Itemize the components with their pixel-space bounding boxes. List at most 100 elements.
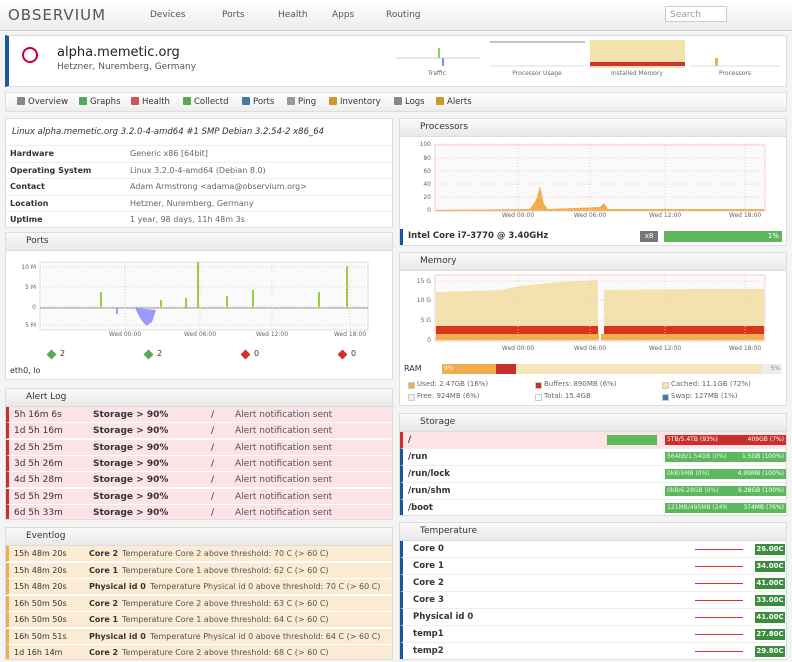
cpu-count: x8 [640,231,658,242]
usage-free: 1.5GB (100%) [727,452,786,462]
logo[interactable]: OBSERVIUM [8,6,107,24]
usage-used: 5TB/5.4TB (93%) [665,435,732,445]
tab[interactable]: Overview [28,97,69,107]
mount[interactable]: /run/lock [408,469,450,479]
event-message: Temperature Core 1 above threshold: 62 C… [122,565,329,575]
alert-time: 3d 5h 26m [14,458,63,469]
tab[interactable]: Ports [253,97,275,107]
alert-message: Alert notification sent [235,442,333,453]
event-row: 16h 50m 51s Physical id 0 Temperature Phys… [6,628,392,645]
alert-log-panel: Alert Log 5h 16m 6s Storage > 90% / Alert n… [5,388,393,520]
event-time: 15h 48m 20s [14,549,67,558]
event-message: Temperature Physical id 0 above threshol… [150,582,381,591]
port-count: 2 [157,349,163,358]
tab-icon [242,97,250,105]
event-row: 15h 48m 20s Physical id 0 Temperature Phys… [6,579,392,595]
sensor-value: 29.80C [755,646,785,657]
menu-item[interactable]: Apps [332,10,355,20]
event-row: 16h 50m 50s Core 2 Temperature Core 2 abov… [6,595,392,612]
alert-row: 6d 5h 33m Storage > 90% / Alert notificatio… [6,504,392,519]
sensor-value: 33.00C [755,595,785,606]
alert-entity: / [211,475,215,486]
event-time: 15h 48m 20s [14,582,67,591]
alert-entity: / [211,426,215,437]
legend-item: Free: 924MB (6%) [417,392,480,400]
port-list[interactable]: eth0, lo [10,366,41,375]
info-row: Operating System Linux 3.2.0-4-amd64 (Deb… [6,161,392,179]
sensor-name[interactable]: temp1 [413,629,444,639]
mini-graph-label[interactable]: Processor Usage [512,70,562,77]
search-box[interactable]: Search [665,6,727,22]
info-value: Linux 3.2.0-4-amd64 (Debian 8.0) [130,165,266,175]
ram-bar [442,364,782,374]
panel-title: Temperature [400,523,786,541]
sensor-name[interactable]: temp2 [413,646,444,656]
event-entity: Physical id 0 [89,582,146,591]
sensor-name[interactable]: Core 2 [413,578,444,588]
usage-bar-ok [607,435,657,445]
temperature-panel: Temperature Core 0 26.00C Core 1 34.00C Core… [399,522,787,660]
panel-title: Alert Log [6,389,392,407]
tab-icon [183,97,191,105]
tab-icon [79,97,87,105]
alert-entity: / [211,491,215,502]
sensor-row: Core 0 26.00C [400,541,786,558]
event-message: Temperature Core 2 above threshold: 68 C… [122,648,329,657]
sensor-sparkline [695,549,743,550]
sensor-name[interactable]: Core 0 [413,544,444,554]
alert-message: Alert notification sent [235,426,333,437]
event-entity: Core 2 [89,598,119,608]
ram-used: 9% [442,364,496,374]
sensor-value: 27.80C [755,629,785,640]
port-count-icon [143,349,154,360]
ram-buffers [496,364,516,374]
alert-time: 6d 5h 33m [14,507,63,518]
legend-swatch [535,382,542,389]
event-entity: Core 2 [89,549,119,558]
mount[interactable]: / [408,435,412,445]
menu-item[interactable]: Ports [222,10,245,20]
tab[interactable]: Inventory [340,97,381,107]
tab[interactable]: Health [142,97,170,107]
tab[interactable]: Collectd [194,97,229,107]
sensor-name[interactable]: Physical id 0 [413,612,474,622]
alert-message: Alert notification sent [235,410,333,420]
sensor-sparkline [695,600,743,601]
alert-entity: / [211,410,215,420]
tab[interactable]: Graphs [90,97,121,107]
port-count-icon [46,349,57,360]
menu-item[interactable]: Devices [150,10,186,20]
info-row: Hardware Generic x86 [64bit] [6,145,392,162]
menu-item[interactable]: Health [278,10,308,20]
mini-graph-label[interactable]: Installed Memory [611,70,663,77]
legend-swatch [408,394,415,401]
panel-title: Memory [400,253,786,271]
tab[interactable]: Alerts [447,97,472,107]
storage-row: /run/shm 0kB/6.28GB (0%) 6.28GB (100%) [400,483,786,500]
mini-graph-label[interactable]: Processors [718,70,752,77]
tab[interactable]: Ping [298,97,317,107]
sensor-name[interactable]: Core 1 [413,561,444,571]
port-count-icon [240,349,251,360]
mount[interactable]: /run/shm [408,486,451,496]
alert-message: Alert notification sent [235,475,333,486]
sensor-name[interactable]: Core 3 [413,595,444,605]
storage-row: /run 564kB/1.54GB (0%) 1.5GB (100%) [400,449,786,466]
menu-item[interactable]: Routing [386,10,421,20]
event-time: 16h 50m 50s [14,615,67,624]
tab[interactable]: Logs [405,97,425,107]
storage-panel: Storage / 5TB/5.4TB (93%) 409GB (7%) /run 56… [399,413,787,516]
eventlog-panel: Eventlog 15h 48m 20s Core 2 Temperature Co… [5,527,393,660]
legend-item: Buffers: 890MB (6%) [544,380,617,388]
mount[interactable]: /boot [408,503,433,513]
event-entity: Core 1 [89,565,119,575]
sensor-row: Core 2 41.00C [400,575,786,592]
usage-used: 0kB/6.28GB (0%) [665,486,727,496]
mount[interactable]: /run [408,452,428,462]
sensor-value: 34.00C [755,561,785,572]
event-message: Temperature Physical id 0 above threshol… [150,631,381,641]
alert-row: 5d 5h 29m Storage > 90% / Alert notificatio… [6,488,392,505]
mini-graph-label[interactable]: Traffic [427,70,447,77]
hostname[interactable]: alpha.memetic.org [57,45,180,60]
usage-free: 374MB (76%) [727,503,786,513]
